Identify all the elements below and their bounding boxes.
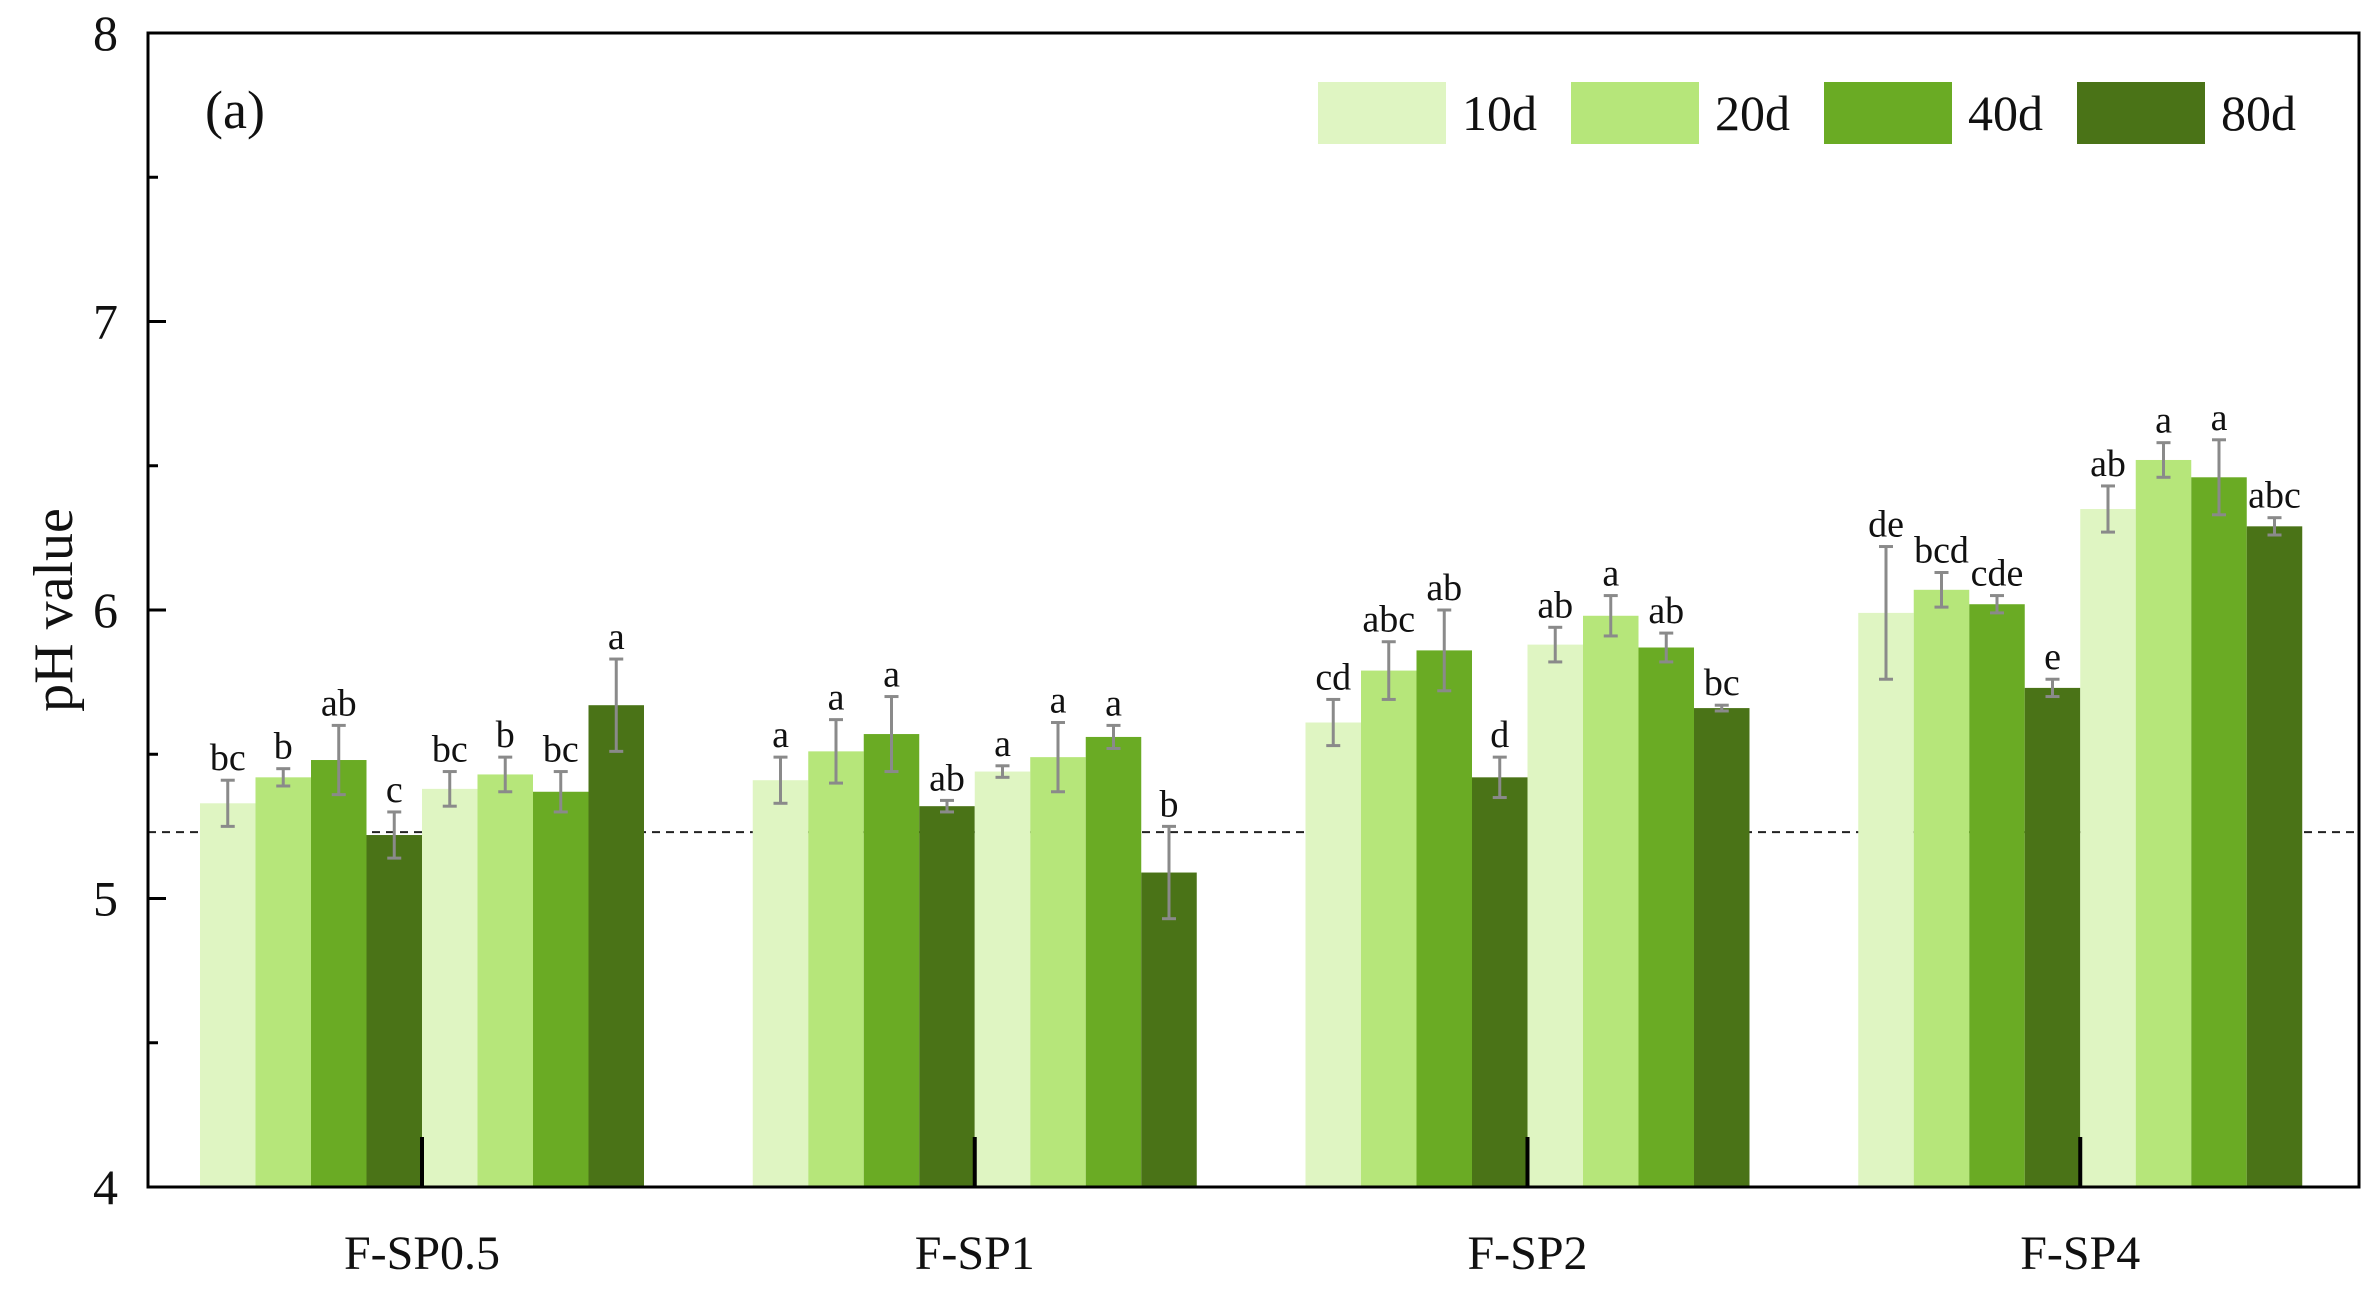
bar-F-SP4-40d — [2191, 477, 2247, 1187]
significance-label: b — [496, 714, 515, 756]
y-tick-label: 8 — [93, 5, 118, 61]
bar-F-SP0.5-20d — [255, 777, 311, 1187]
x-tick-label: F-SP4 — [2020, 1227, 2140, 1280]
bar-F-SP2-80d — [1472, 777, 1528, 1187]
legend: 10d 20d 40d 80d — [1318, 82, 2296, 144]
y-tick-label: 4 — [93, 1159, 118, 1215]
significance-label: a — [883, 654, 900, 696]
bar-F-SP2-10d — [1305, 722, 1361, 1187]
bar-F-SP0.5-80d — [588, 705, 644, 1187]
bar-F-SP2-40d — [1638, 647, 1694, 1187]
significance-label: a — [1050, 680, 1067, 722]
legend-swatch-10d — [1318, 82, 1446, 144]
significance-label: a — [608, 616, 625, 658]
bar-F-SP0.5-80d — [366, 835, 422, 1187]
bar-F-SP2-40d — [1416, 650, 1472, 1187]
significance-label: a — [1602, 553, 1619, 595]
legend-label: 20d — [1715, 85, 1790, 141]
legend-label: 40d — [1968, 85, 2043, 141]
axes-layer: F-SP0.5 F-SP1 F-SP2 F-SP4 4 5 6 7 8 pH value (a) — [23, 5, 2361, 1280]
significance-label: d — [1490, 714, 1509, 756]
significance-label: ab — [1648, 590, 1684, 632]
bar-F-SP0.5-20d — [477, 774, 533, 1187]
bar-F-SP4-10d — [1858, 612, 1914, 1187]
significance-label: ab — [1426, 567, 1462, 609]
bar-F-SP4-20d — [1913, 589, 1970, 1187]
bar-F-SP0.5-10d — [422, 788, 478, 1187]
x-tick-label: F-SP1 — [915, 1227, 1035, 1280]
significance-label: a — [994, 723, 1011, 765]
bar-F-SP4-40d — [1969, 604, 2025, 1187]
bar-F-SP0.5-40d — [311, 760, 367, 1187]
legend-swatch-40d — [1824, 82, 1952, 144]
significance-label: cd — [1315, 656, 1351, 698]
y-tick-label: 5 — [93, 871, 118, 927]
bar-F-SP1-80d — [919, 806, 975, 1187]
bar-F-SP1-80d — [1141, 872, 1197, 1187]
significance-label: bc — [543, 729, 579, 771]
significance-label: bc — [210, 737, 246, 779]
significance-label: ab — [929, 757, 965, 799]
bar-F-SP1-20d — [808, 751, 864, 1187]
significance-label: cde — [1971, 553, 2024, 595]
significance-label: b — [274, 726, 293, 768]
bar-F-SP4-20d — [2135, 459, 2192, 1188]
legend-label: 80d — [2221, 85, 2296, 141]
significance-label: bc — [1704, 662, 1740, 704]
significance-label: a — [2155, 400, 2172, 442]
bar-F-SP0.5-40d — [533, 791, 589, 1187]
legend-swatch-20d — [1571, 82, 1699, 144]
significance-label: abc — [1362, 599, 1415, 641]
significance-label: abc — [2248, 475, 2301, 517]
significance-label: bcd — [1914, 529, 1969, 571]
bar-F-SP2-20d — [1361, 670, 1417, 1187]
legend-label: 10d — [1462, 85, 1537, 141]
bar-F-SP4-80d — [2246, 526, 2303, 1187]
significance-label: a — [828, 677, 845, 719]
significance-label: a — [2211, 397, 2228, 439]
y-axis-label: pH value — [23, 508, 85, 712]
bar-F-SP1-20d — [1030, 757, 1086, 1187]
y-tick-label: 7 — [93, 294, 118, 350]
bar-F-SP2-10d — [1527, 644, 1583, 1187]
bar-F-SP1-10d — [974, 771, 1031, 1187]
bar-F-SP2-80d — [1694, 708, 1750, 1187]
bar-F-SP0.5-10d — [200, 803, 256, 1187]
x-tick-label: F-SP2 — [1467, 1227, 1587, 1280]
significance-label: de — [1868, 504, 1904, 546]
panel-label: (a) — [205, 80, 265, 140]
bar-F-SP2-20d — [1583, 615, 1639, 1187]
x-tick-label: F-SP0.5 — [344, 1227, 500, 1280]
significance-label: ab — [1537, 584, 1573, 626]
bar-F-SP1-10d — [752, 780, 809, 1187]
significance-label: a — [1105, 682, 1122, 724]
legend-swatch-80d — [2077, 82, 2205, 144]
significance-label: a — [772, 714, 789, 756]
significance-label: c — [386, 769, 403, 811]
bar-F-SP1-40d — [863, 734, 920, 1187]
bar-F-SP4-10d — [2080, 509, 2136, 1187]
significance-label: ab — [2090, 443, 2126, 485]
y-tick-label: 6 — [93, 582, 118, 638]
significance-label: b — [1160, 783, 1179, 825]
bar-F-SP4-80d — [2024, 687, 2081, 1187]
significance-label: e — [2044, 636, 2061, 678]
significance-label: ab — [321, 682, 357, 724]
significance-label: bc — [432, 729, 468, 771]
bar-F-SP1-40d — [1085, 736, 1142, 1187]
